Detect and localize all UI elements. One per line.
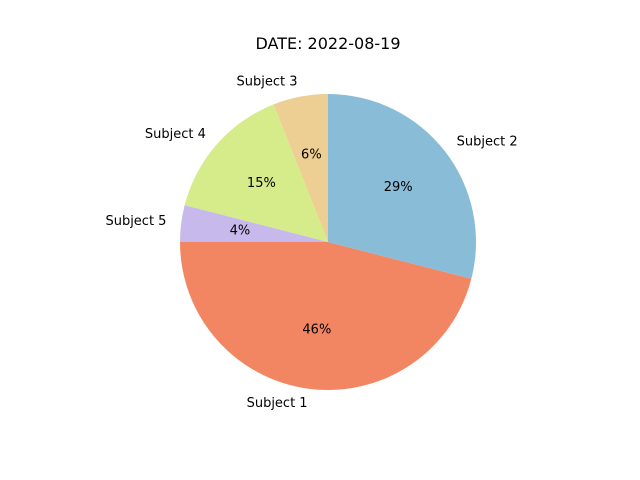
- percent-label-subject-5: 4%: [230, 223, 251, 238]
- percent-label-subject-4: 15%: [247, 176, 276, 191]
- percent-label-subject-3: 6%: [301, 147, 322, 162]
- pie-slice-subject-5: [180, 205, 328, 242]
- category-label-subject-5: Subject 5: [105, 214, 166, 229]
- percent-label-subject-2: 29%: [384, 180, 413, 195]
- category-label-subject-2: Subject 2: [457, 135, 518, 150]
- category-label-subject-4: Subject 4: [145, 127, 206, 142]
- pie-slices: [180, 94, 476, 391]
- pie-labels: 46% Subject 1 29% Subject 2 6% Subject 3 15% Su…: [105, 75, 517, 411]
- percent-label-subject-1: 46%: [302, 323, 331, 338]
- pie-slice-subject-4: [184, 104, 328, 242]
- chart-title: DATE: 2022-08-19: [255, 34, 400, 53]
- pie-slice-subject-1: [180, 242, 472, 391]
- pie-slice-subject-2: [328, 94, 476, 279]
- pie-slice-subject-3: [273, 94, 328, 242]
- category-label-subject-3: Subject 3: [236, 75, 297, 90]
- category-label-subject-1: Subject 1: [247, 396, 308, 411]
